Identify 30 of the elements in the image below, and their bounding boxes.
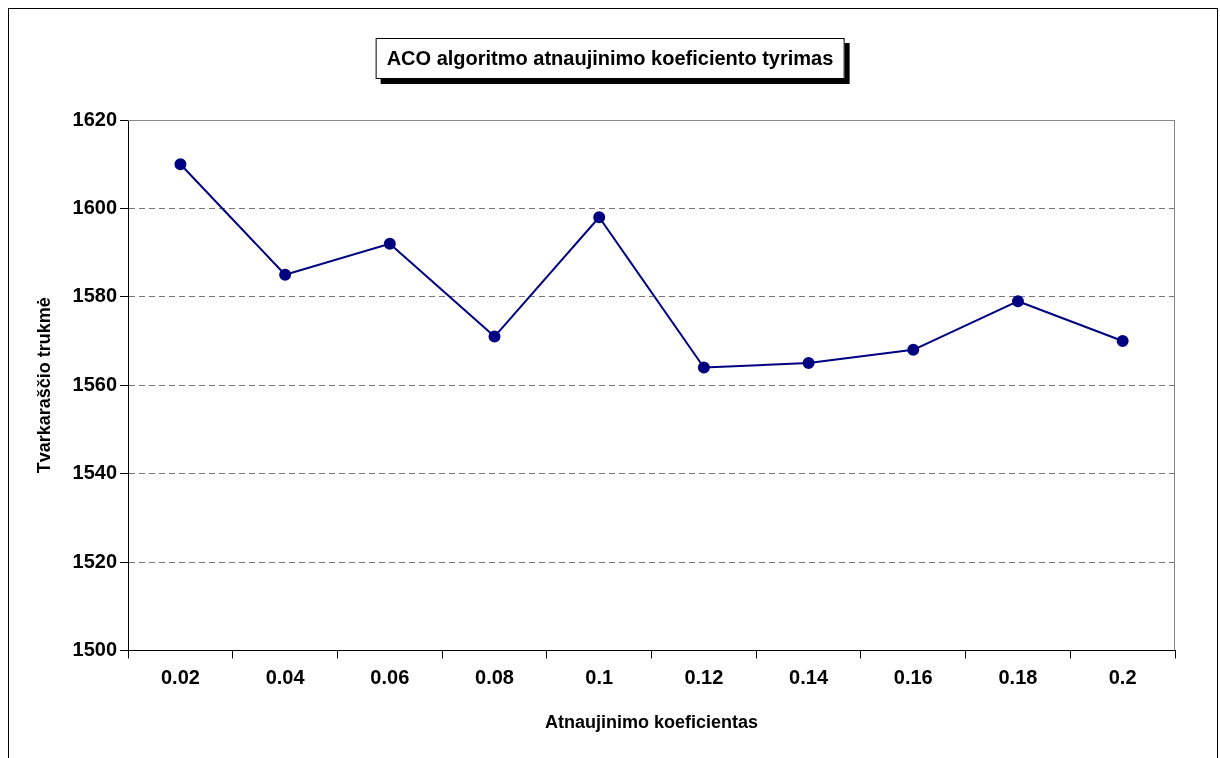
y-tick-label: 1600 <box>72 195 118 218</box>
point <box>279 268 292 281</box>
y-axis-title: Tvarkaraščio trukmė <box>33 297 54 474</box>
point <box>907 343 920 356</box>
x-axis-title: Atnaujinimo koeficientas <box>545 712 759 733</box>
x-tick-label: 0.04 <box>265 665 306 688</box>
x-tick-label: 0.14 <box>789 665 829 688</box>
point <box>1011 295 1024 308</box>
x-tick-label: 0.12 <box>684 665 724 688</box>
y-tick-label: 1520 <box>72 549 118 572</box>
point <box>802 357 815 370</box>
point <box>1116 335 1129 347</box>
x-tick-label: 0.02 <box>160 665 200 688</box>
y-tick-label: 1540 <box>72 461 118 484</box>
chart-title: ACO algoritmo atnaujinimo koeficiento tyrimas <box>375 38 845 79</box>
x-tick-label: 0.16 <box>893 665 933 688</box>
x-tick-label: 0.06 <box>370 665 410 688</box>
point <box>697 361 710 374</box>
point <box>488 330 501 343</box>
y-tick-label: 1580 <box>72 284 118 307</box>
point <box>383 237 396 250</box>
point <box>174 158 187 171</box>
x-tick-label: 0.1 <box>585 665 614 688</box>
y-tick-label: 1620 <box>72 107 118 130</box>
y-tick-label: 1560 <box>72 372 118 395</box>
point <box>593 211 606 224</box>
x-tick-label: 0.2 <box>1108 665 1137 688</box>
x-tick-label: 0.08 <box>475 665 514 688</box>
y-tick-label: 1500 <box>72 637 118 660</box>
x-tick-label: 0.18 <box>998 665 1038 688</box>
